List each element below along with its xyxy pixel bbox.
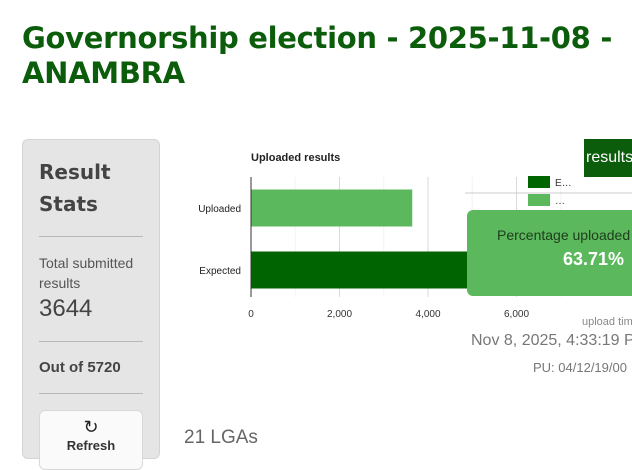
stats-divider — [39, 341, 143, 342]
bar-uploaded — [251, 189, 413, 227]
percentage-tooltip: Percentage uploaded 63.71% — [467, 210, 632, 296]
x-tick-label: 0 — [248, 309, 254, 320]
refresh-label: Refresh — [66, 438, 116, 453]
chart-title: Uploaded results — [251, 152, 340, 164]
stats-title: Result Stats — [39, 160, 111, 216]
tooltip-value: 63.71% — [563, 249, 625, 269]
stats-divider — [39, 393, 143, 394]
submitted-results-value: 3644 — [39, 295, 93, 322]
category-label: Uploaded — [198, 204, 241, 215]
polling-unit-code: PU: 04/12/19/00 — [533, 360, 627, 375]
x-tick-label: 2,000 — [327, 309, 352, 320]
category-label: Expected — [199, 266, 241, 277]
x-tick-label: 6,000 — [504, 309, 529, 320]
legend-label: … — [555, 196, 565, 207]
refresh-button[interactable]: ↻ Refresh — [39, 410, 143, 470]
x-tick-label: 4,000 — [415, 309, 440, 320]
page-title: Governorship election - 2025-11-08 - ANA… — [22, 21, 613, 90]
bar-expected — [251, 251, 505, 289]
submitted-results-label: Total submitted results — [39, 255, 134, 291]
legend-swatch — [528, 194, 550, 206]
legend-label: E… — [555, 178, 572, 189]
refresh-icon: ↻ — [83, 417, 99, 437]
result-stats-panel: Result Stats Total submitted results 364… — [22, 139, 160, 470]
upload-time-label: upload time — [582, 316, 632, 328]
results-button[interactable]: results — [584, 139, 632, 177]
stats-divider — [39, 236, 143, 237]
tooltip-label: Percentage uploaded — [497, 227, 631, 243]
legend-swatch — [528, 176, 550, 188]
out-of-total: Out of 5720 — [39, 359, 121, 376]
upload-time-value: Nov 8, 2025, 4:33:19 PM — [471, 332, 632, 349]
lgas-heading: 21 LGAs — [184, 427, 258, 448]
